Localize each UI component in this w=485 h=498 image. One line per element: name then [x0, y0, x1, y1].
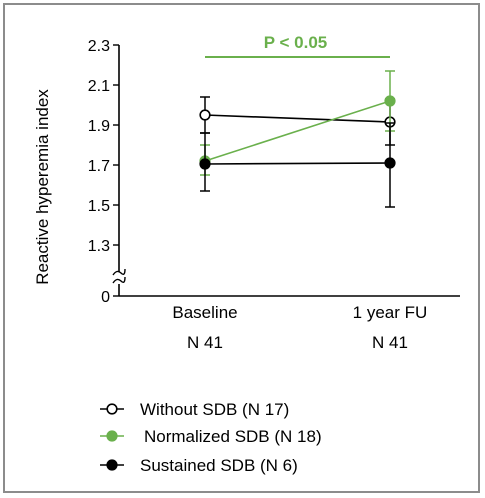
x-category-sublabel: N 41: [372, 333, 408, 352]
y-tick-label: 1.7: [88, 158, 110, 175]
significance-label: P < 0.05: [264, 33, 328, 52]
data-point: [199, 109, 211, 121]
legend: Without SDB (N 17) Normalized SDB (N 18) S…: [100, 400, 322, 475]
axes: [112, 45, 460, 297]
legend-label: Sustained SDB (N 6): [140, 456, 298, 475]
y-tick-label: 1.9: [88, 118, 110, 135]
x-categories: Baseline N 41 1 year FU N 41: [172, 303, 427, 352]
series: [199, 96, 396, 146]
series-line: [204, 162, 391, 165]
figure-frame: [3, 3, 480, 493]
y-ticks: 0 1.3 1.5 1.7 1.9 2.1 2.3: [88, 38, 119, 306]
data-point: [199, 158, 211, 170]
y-tick-label: 1.3: [88, 238, 110, 255]
legend-marker: [106, 403, 118, 415]
series-line: [204, 114, 391, 123]
y-tick-label: 0: [101, 289, 110, 306]
legend-label: Without SDB (N 17): [140, 400, 289, 419]
x-category-label: Baseline: [172, 303, 237, 322]
axis-break-mark: [112, 268, 126, 276]
series: [199, 122, 396, 208]
legend-marker: [106, 430, 118, 442]
legend-marker: [106, 459, 118, 471]
data-point: [384, 157, 396, 169]
data-point: [384, 95, 396, 107]
y-tick-label: 2.3: [88, 38, 110, 55]
y-tick-label: 1.5: [88, 198, 110, 215]
series: [199, 70, 396, 176]
y-tick-label: 2.1: [88, 78, 110, 95]
x-category-label: 1 year FU: [353, 303, 428, 322]
legend-item: Sustained SDB (N 6): [100, 456, 298, 475]
legend-label: Normalized SDB (N 18): [144, 427, 322, 446]
axis-break-mark: [112, 276, 126, 284]
series-line: [204, 100, 391, 162]
x-category-sublabel: N 41: [187, 333, 223, 352]
y-axis-title: Reactive hyperemia index: [33, 89, 52, 285]
legend-item: Without SDB (N 17): [100, 400, 289, 419]
significance-bracket: P < 0.05: [205, 33, 390, 58]
legend-item: Normalized SDB (N 18): [100, 427, 322, 446]
series-group: [199, 70, 396, 208]
